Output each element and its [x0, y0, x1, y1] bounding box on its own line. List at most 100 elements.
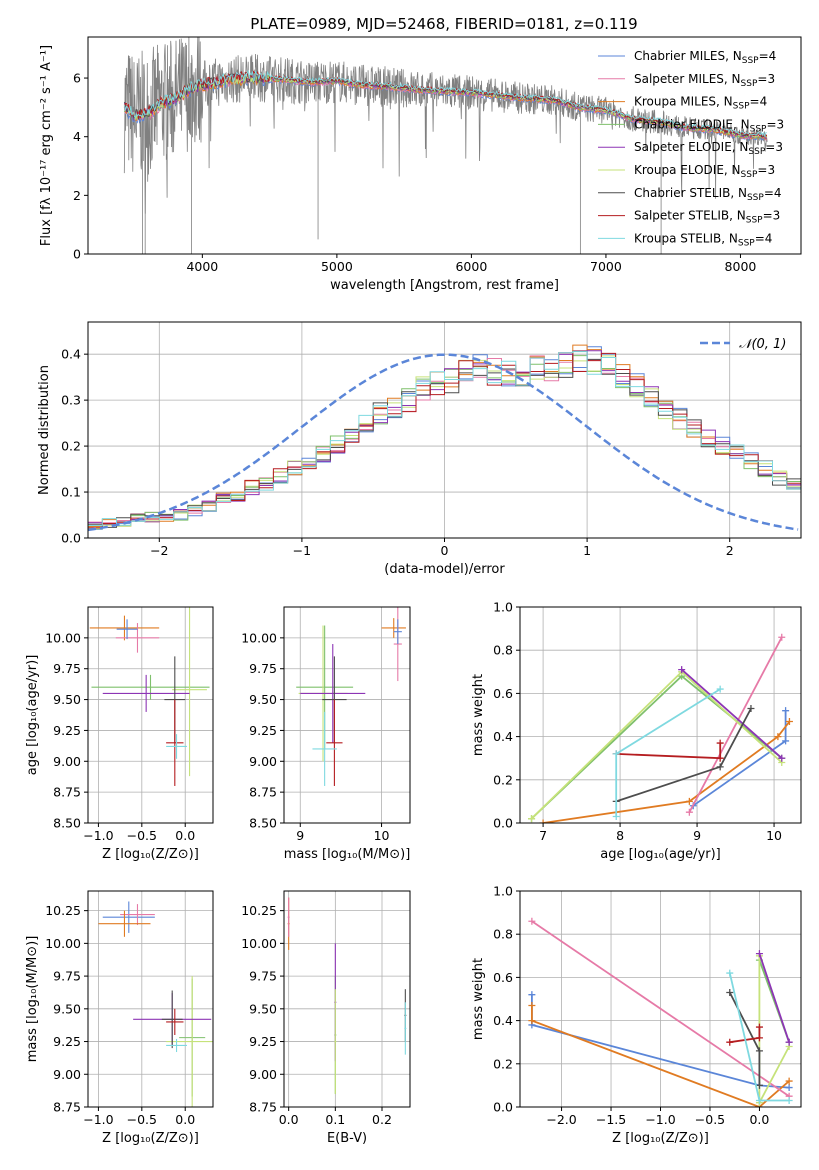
legend-entry: Chabrier MILES, NSSP=4 [634, 49, 776, 66]
tick-label-x: 8000 [725, 259, 757, 274]
axis-label: mass [log₁₀(M/M⊙)] [25, 936, 40, 1063]
tick-label-y: 8.75 [249, 1100, 277, 1115]
weight-marker-chabrier_stelib [747, 705, 755, 713]
weight-marker-kroupa_miles [785, 1077, 793, 1085]
tick-label-y: 9.00 [249, 1067, 277, 1082]
tick-label-x: 10 [374, 828, 390, 843]
chart-mass_vs_ebv: 0.0 0.1 0.2 8.75 9.00 9.25 9.50 9.75 10.00 10.25 E… [241, 890, 411, 1146]
histogram-kroupa_miles [88, 344, 801, 527]
tick-label-x: 6000 [455, 259, 487, 274]
chart-age_vs_mass: 9 10 8.50 8.75 9.00 9.25 9.50 9.75 10.00 mass [lo… [241, 606, 411, 862]
legend-entry: Kroupa ELODIE, NSSP=3 [634, 163, 775, 180]
tick-label-y: 0.0 [493, 816, 513, 831]
tick-label-y: 9.75 [249, 969, 277, 984]
tick-label-y: 0.6 [493, 686, 513, 701]
tick-label-x: 4000 [186, 259, 218, 274]
tick-label-y: 10.00 [241, 630, 277, 645]
tick-label-x: 1 [583, 543, 591, 558]
tick-label-y: 8.75 [53, 1100, 81, 1115]
legend-entry: Kroupa STELIB, NSSP=4 [634, 231, 772, 248]
weight-marker-kroupa_stelib [612, 750, 620, 758]
chart-spectrum: 4000 5000 6000 7000 8000 0 2 4 6 wavelength [Angs… [39, 36, 802, 293]
tick-label-y: 0.0 [61, 531, 81, 546]
weight-line-salpeter_miles [531, 920, 790, 1097]
tick-label-y: 1.0 [493, 884, 513, 899]
axis-label: Z [log₁₀(Z/Z⊙)] [102, 1131, 199, 1146]
tick-label-x: 7 [539, 828, 547, 843]
tick-label-x: −2.0 [546, 1112, 576, 1127]
tick-label-x: 7000 [590, 259, 622, 274]
weight-marker-chabrier_stelib [726, 989, 734, 997]
weight-line-salpeter_stelib [616, 743, 722, 760]
histogram-kroupa_stelib [88, 351, 801, 526]
tick-label-y: 0.4 [61, 347, 81, 362]
tick-label-y: 10.25 [241, 903, 277, 918]
tick-label-y: 0.1 [61, 485, 81, 500]
weight-marker-kroupa_stelib [726, 969, 734, 977]
weight-marker-kroupa_miles [774, 733, 782, 741]
weight-marker-salpeter_miles [685, 808, 693, 816]
tick-label-y: 0.6 [493, 970, 513, 985]
weight-marker-kroupa_miles [539, 819, 547, 823]
tick-label-y: 0.2 [493, 772, 513, 787]
axes-frame [519, 606, 802, 824]
axis-label: age [log₁₀(age/yr)] [600, 847, 721, 862]
axis-label: Flux [fλ 10⁻¹⁷ erg cm⁻² s⁻¹ A⁻¹] [39, 45, 54, 246]
tick-label-x: 0.0 [175, 828, 195, 843]
tick-label-y: 0.8 [493, 927, 513, 942]
weight-marker-kroupa_stelib [755, 1097, 763, 1105]
tick-label-x: −0.5 [127, 1112, 157, 1127]
axes-frame [519, 890, 802, 1108]
tick-label-y: 2 [73, 188, 81, 203]
tick-label-x: 5000 [321, 259, 353, 274]
legend-entry: Kroupa MILES, NSSP=4 [634, 95, 767, 112]
axis-label: age [log₁₀(age/yr)] [25, 655, 40, 776]
weight-marker-salpeter_stelib [755, 1034, 763, 1042]
tick-label-x: 0.2 [372, 1112, 392, 1127]
weight-line-kroupa_elodie [530, 670, 783, 820]
tick-label-x: 0.1 [325, 1112, 345, 1127]
weight-line-salpeter_elodie [758, 953, 790, 1043]
weight-marker-chabrier_miles [782, 737, 790, 745]
weight-marker-salpeter_miles [528, 917, 536, 925]
legend-entry: 𝒩(0, 1) [739, 337, 786, 352]
histogram-chabrier_elodie [88, 355, 801, 530]
tick-label-y: 9.25 [249, 1034, 277, 1049]
tick-label-y: 8.75 [249, 785, 277, 800]
axis-label: mass weight [471, 958, 486, 1040]
tick-label-x: 10 [766, 828, 782, 843]
tick-label-y: 10.00 [241, 936, 277, 951]
axes-frame [283, 890, 411, 1108]
legend: Chabrier MILES, NSSP=4 Salpeter MILES, NS… [598, 49, 784, 248]
weight-marker-kroupa_stelib [716, 685, 724, 693]
tick-label-y: 9.75 [249, 661, 277, 676]
tick-label-y: 0.3 [61, 393, 81, 408]
tick-label-y: 1.0 [493, 600, 513, 615]
tick-label-x: −1.0 [83, 828, 113, 843]
normal-curve [88, 353, 799, 532]
tick-label-y: 8.50 [53, 816, 81, 831]
legend-entry: Chabrier STELIB, NSSP=4 [634, 186, 782, 203]
tick-label-x: 9 [296, 828, 304, 843]
axes-frame [283, 606, 411, 824]
weight-marker-chabrier_stelib [755, 1081, 763, 1089]
tick-label-x: 2 [726, 543, 734, 558]
tick-label-y: 9.25 [249, 723, 277, 738]
tick-label-y: 9.25 [53, 1034, 81, 1049]
axis-label: Z [log₁₀(Z/Z⊙)] [102, 847, 199, 862]
tick-label-y: 0.2 [61, 439, 81, 454]
legend-entry: Salpeter STELIB, NSSP=3 [634, 209, 780, 226]
plot-area-residuals [88, 344, 801, 532]
tick-label-y: 0.4 [493, 729, 513, 744]
chart-age_vs_Z: −1.0 −0.5 0.0 8.50 8.75 9.00 9.25 9.50 9.75 10.00… [25, 606, 214, 862]
weight-marker-kroupa_miles [528, 1017, 536, 1025]
weight-line-kroupa_miles [531, 1005, 790, 1107]
weight-marker-kroupa_miles [528, 1001, 536, 1009]
model-spectrum-salpeter_stelib [123, 70, 768, 137]
chart-mass_weight_vs_age: 7 8 9 10 0.0 0.2 0.4 0.6 0.8 1.0 age [log₁₀(age/yr… [471, 600, 802, 862]
tick-label-y: 9.50 [249, 1001, 277, 1016]
tick-label-x: 0.0 [175, 1112, 195, 1127]
weight-marker-kroupa_miles [685, 797, 693, 805]
tick-label-y: 9.00 [53, 754, 81, 769]
